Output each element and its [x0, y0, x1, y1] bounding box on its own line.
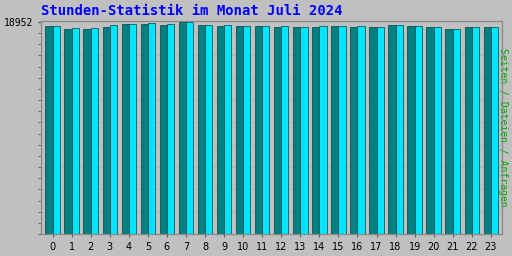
Bar — [148, 23, 155, 234]
Bar — [426, 27, 434, 234]
Bar — [224, 25, 231, 234]
Bar — [472, 27, 479, 234]
Bar — [408, 26, 415, 234]
Bar — [281, 26, 288, 234]
Bar — [415, 26, 422, 234]
Bar — [205, 25, 212, 234]
Bar — [338, 26, 346, 234]
Bar — [262, 26, 269, 234]
Bar — [491, 27, 498, 234]
Bar — [464, 27, 472, 234]
Bar — [312, 27, 319, 234]
Bar — [121, 24, 129, 234]
Bar — [179, 22, 186, 234]
Bar — [72, 28, 79, 234]
Bar — [217, 26, 224, 234]
Bar — [198, 25, 205, 234]
Bar — [110, 25, 117, 234]
Bar — [255, 26, 262, 234]
Text: Stunden-Statistik im Monat Juli 2024: Stunden-Statistik im Monat Juli 2024 — [41, 4, 343, 18]
Bar — [301, 27, 308, 234]
Bar — [53, 26, 60, 234]
Bar — [167, 24, 174, 234]
Bar — [319, 26, 327, 234]
Bar — [376, 27, 384, 234]
Bar — [350, 27, 357, 234]
Bar — [274, 27, 281, 234]
Bar — [160, 25, 167, 234]
Bar — [434, 27, 441, 234]
Bar — [357, 26, 365, 234]
Bar — [331, 26, 338, 234]
Bar — [388, 25, 396, 234]
Bar — [484, 27, 491, 234]
Bar — [396, 25, 403, 234]
Bar — [369, 27, 376, 234]
Bar — [83, 29, 91, 234]
Bar — [186, 22, 193, 234]
Bar — [445, 29, 453, 234]
Bar — [102, 27, 110, 234]
Bar — [141, 24, 148, 234]
Bar — [236, 26, 243, 234]
Bar — [129, 24, 136, 234]
Bar — [65, 29, 72, 234]
Bar — [293, 27, 301, 234]
Bar — [91, 28, 98, 234]
Y-axis label: Seiten / Dateien / Anfragen: Seiten / Dateien / Anfragen — [498, 48, 508, 207]
Bar — [46, 26, 53, 234]
Bar — [243, 26, 250, 234]
Bar — [453, 29, 460, 234]
